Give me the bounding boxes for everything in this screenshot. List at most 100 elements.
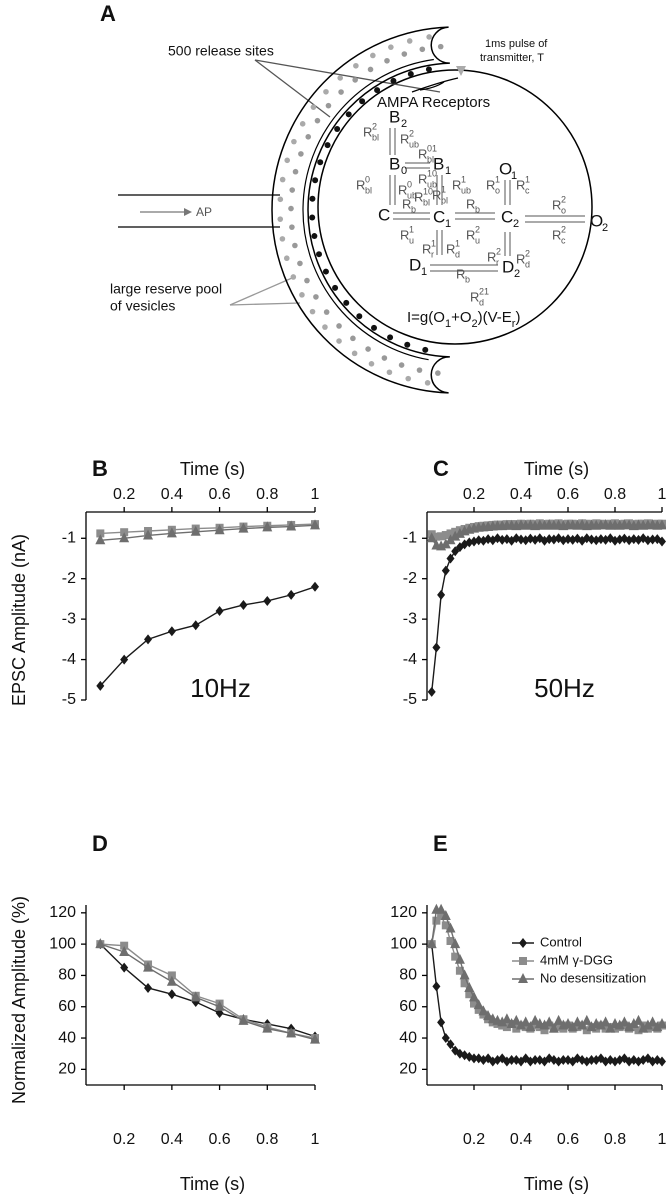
vesicle: [323, 88, 329, 95]
rate-superscript: 1: [461, 174, 466, 184]
rate-label: R: [452, 177, 461, 192]
rate-subscript: ub: [427, 179, 437, 189]
marker: [441, 565, 450, 576]
scheme-arrows: [389, 128, 585, 272]
rate-superscript: 10: [427, 168, 437, 178]
vesicle: [405, 375, 412, 382]
rate-label: R: [400, 227, 409, 242]
vesicle: [325, 102, 332, 109]
equation-part: )(V-E: [478, 309, 512, 326]
marker: [310, 519, 320, 530]
state-label: B: [389, 154, 400, 173]
marker: [473, 999, 484, 1010]
marker: [540, 1026, 549, 1035]
release-site: [324, 142, 331, 149]
vesicle: [310, 104, 317, 110]
series-line: [100, 523, 316, 535]
y-tick-label: 80: [399, 967, 417, 984]
marker: [144, 982, 153, 993]
vesicle: [298, 151, 304, 157]
diagram: A AP 500 release sites 1ms pulse of tran…: [100, 1, 608, 394]
marker: [427, 686, 436, 697]
marker: [262, 521, 273, 532]
marker: [619, 1016, 630, 1027]
marker: [451, 952, 460, 961]
rate-subscript: b: [465, 274, 470, 284]
marker: [190, 991, 201, 1002]
marker: [521, 1023, 530, 1032]
vesicle: [353, 62, 359, 69]
marker: [119, 945, 130, 956]
state-label: D: [409, 255, 421, 274]
vesicle: [304, 277, 310, 284]
vesicle: [381, 355, 388, 361]
marker: [658, 536, 666, 547]
y-tick-label: -3: [62, 610, 76, 627]
vesicle: [299, 121, 306, 127]
rate-subscript: bl: [372, 132, 379, 142]
rate-label: R: [486, 177, 495, 192]
rate-label: R: [398, 182, 407, 197]
marker: [214, 524, 225, 535]
marker: [120, 528, 129, 537]
x-tick-label: 0.2: [463, 486, 485, 503]
marker: [446, 553, 455, 564]
marker: [564, 534, 572, 545]
marker: [446, 937, 455, 945]
state-label: B: [433, 154, 444, 173]
reserve-label: large reserve pool: [110, 281, 222, 297]
x-tick-label: 0.8: [256, 1131, 278, 1148]
rate-subscript: b: [475, 204, 480, 214]
marker: [512, 1024, 521, 1033]
rate-subscript: u: [409, 235, 414, 245]
rate-superscript: 1: [409, 224, 414, 234]
pulse-label: transmitter, T: [480, 52, 544, 64]
marker: [459, 969, 470, 980]
marker: [239, 599, 248, 610]
rate-superscript: 0: [407, 179, 412, 189]
rate-superscript: 2: [409, 128, 414, 138]
marker: [518, 973, 528, 983]
rate-superscript: 2: [561, 194, 566, 204]
marker: [95, 534, 106, 545]
x-axis-label: Time (s): [524, 1174, 589, 1194]
release-site: [312, 177, 319, 184]
rate-superscript: 2: [496, 246, 501, 256]
marker: [553, 1014, 564, 1025]
release-site: [309, 195, 316, 202]
vesicle: [322, 324, 328, 330]
vesicle: [290, 274, 297, 280]
marker: [548, 1022, 559, 1033]
marker: [310, 1033, 320, 1044]
release-site: [374, 87, 381, 94]
y-tick-label: -5: [403, 691, 417, 708]
marker: [455, 966, 464, 975]
y-tick-label: -1: [62, 529, 76, 546]
vesicle: [401, 51, 408, 57]
equation-subscript: r: [512, 318, 516, 330]
release-site: [390, 77, 397, 84]
marker: [190, 525, 201, 536]
marker: [624, 1021, 635, 1032]
vesicle: [309, 308, 316, 315]
pulse-label: 1ms pulse of: [485, 38, 548, 50]
equation: I=g(O1+O2)(V-Er): [407, 309, 520, 330]
x-tick-label: 0.8: [256, 486, 278, 503]
marker: [286, 520, 297, 531]
y-tick-label: 40: [58, 1029, 76, 1046]
marker: [519, 957, 527, 965]
vesicle: [279, 176, 286, 183]
marker: [286, 1027, 297, 1038]
equation-part: ): [515, 309, 520, 326]
rate-superscript: 1: [441, 184, 446, 194]
rate-label: R: [446, 241, 455, 256]
x-tick-label: 0.8: [604, 486, 626, 503]
state-label: C: [501, 207, 513, 226]
vesicle: [419, 46, 426, 53]
marker: [629, 534, 638, 545]
pointer: [229, 277, 293, 306]
x-axis-label: Time (s): [180, 459, 245, 479]
vesicle: [292, 168, 299, 175]
x-tick-label: 0.8: [604, 1131, 626, 1148]
state-label: B: [389, 107, 400, 126]
